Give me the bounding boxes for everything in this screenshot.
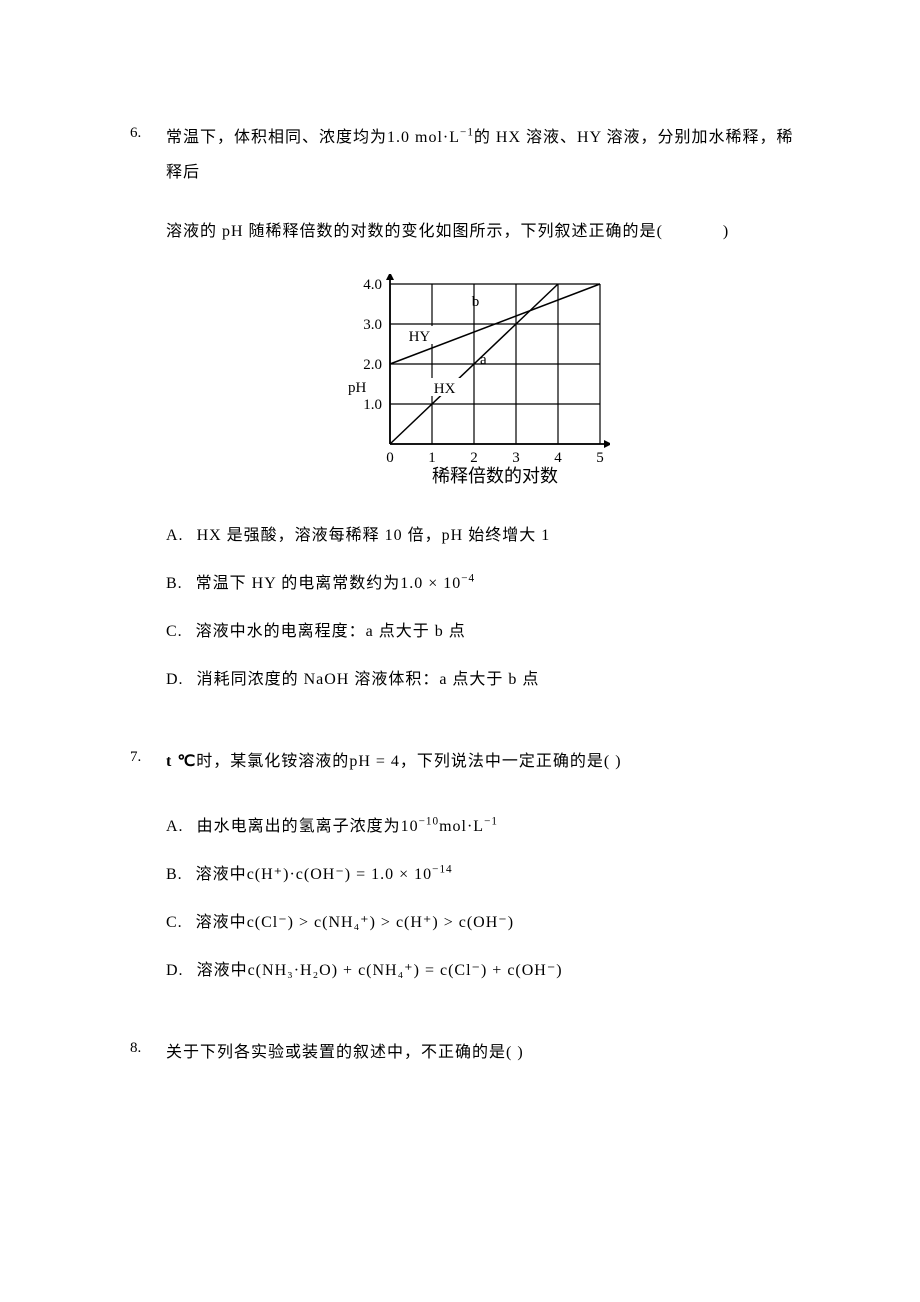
svg-text:a: a bbox=[480, 352, 487, 368]
q8-text: 关于下列各实验或装置的叙述中，不正确的是( ) bbox=[166, 1035, 810, 1070]
q7-mid: 时，某氯化铵溶液的 bbox=[196, 753, 349, 770]
q6-option-d: D. 消耗同浓度的 NaOH 溶液体积：a 点大于 b 点 bbox=[166, 656, 810, 704]
q7-options: A. 由水电离出的氢离子浓度为10−10mol·L−1 B. 溶液中c(H⁺)·… bbox=[166, 803, 810, 995]
option-letter: D. bbox=[166, 962, 184, 979]
q6-paren-open: ( bbox=[657, 223, 663, 240]
q7-a-unit: mol·L bbox=[439, 818, 484, 835]
q6-chart: 0 1 2 3 4 5 1.0 2.0 3.0 4.0 pH 稀释倍数的对数 HX HY a b bbox=[130, 274, 810, 492]
option-letter: B. bbox=[166, 575, 183, 592]
svg-text:2: 2 bbox=[470, 450, 478, 466]
q7-post: ，下列说法中一定正确的是 bbox=[400, 753, 604, 770]
q7-b-exp: −14 bbox=[432, 863, 453, 875]
q7-text: t ℃时，某氯化铵溶液的pH = 4，下列说法中一定正确的是( ) bbox=[166, 744, 810, 779]
q7-a-exp: −10 bbox=[419, 815, 440, 827]
q6-opt-b-pre: 常温下 HY 的电离常数约为 bbox=[196, 575, 401, 592]
svg-text:pH: pH bbox=[348, 380, 367, 396]
option-letter: C. bbox=[166, 623, 183, 640]
q6-line1-pre: 常温下，体积相同、浓度均为 bbox=[166, 129, 387, 146]
svg-text:3.0: 3.0 bbox=[363, 317, 382, 333]
svg-text:HY: HY bbox=[409, 329, 431, 345]
q6-conc: 1.0 mol·L bbox=[387, 129, 460, 146]
q6-text-line2: 溶液的 pH 随稀释倍数的对数的变化如图所示，下列叙述正确的是() bbox=[166, 214, 810, 249]
q8-number: 8. bbox=[130, 1037, 148, 1060]
q6-option-b: B. 常温下 HY 的电离常数约为1.0 × 10−4 bbox=[166, 560, 810, 608]
svg-text:HX: HX bbox=[434, 381, 456, 397]
q7-b-pre: 溶液中 bbox=[196, 866, 247, 883]
question-7: 7. t ℃时，某氯化铵溶液的pH = 4，下列说法中一定正确的是( ) A. … bbox=[130, 744, 810, 995]
q8-header: 8. 关于下列各实验或装置的叙述中，不正确的是( ) bbox=[130, 1035, 810, 1070]
option-letter: A. bbox=[166, 818, 184, 835]
q7-c-formula: c(Cl⁻) > c(NH₄⁺) > c(H⁺) > c(OH⁻) bbox=[247, 914, 514, 931]
q7-a-val: 10 bbox=[401, 818, 419, 835]
q7-option-b: B. 溶液中c(H⁺)·c(OH⁻) = 1.0 × 10−14 bbox=[166, 851, 810, 899]
q7-d-pre: 溶液中 bbox=[197, 962, 248, 979]
q7-d-formula: c(NH₃·H₂O) + c(NH₄⁺) = c(Cl⁻) + c(OH⁻) bbox=[248, 962, 563, 979]
svg-text:4: 4 bbox=[554, 450, 562, 466]
q8-text-body: 关于下列各实验或装置的叙述中，不正确的是 bbox=[166, 1044, 506, 1061]
option-letter: B. bbox=[166, 866, 183, 883]
q7-option-a: A. 由水电离出的氢离子浓度为10−10mol·L−1 bbox=[166, 803, 810, 851]
q7-option-d: D. 溶液中c(NH₃·H₂O) + c(NH₄⁺) = c(Cl⁻) + c(… bbox=[166, 947, 810, 995]
q6-opt-d-text: 消耗同浓度的 NaOH 溶液体积：a 点大于 b 点 bbox=[197, 671, 540, 688]
q8-paren: ( ) bbox=[506, 1044, 524, 1061]
q6-number: 6. bbox=[130, 122, 148, 145]
q6-header: 6. 常温下，体积相同、浓度均为1.0 mol·L−1的 HX 溶液、HY 溶液… bbox=[130, 120, 810, 190]
q7-header: 7. t ℃时，某氯化铵溶液的pH = 4，下列说法中一定正确的是( ) bbox=[130, 744, 810, 779]
q7-option-c: C. 溶液中c(Cl⁻) > c(NH₄⁺) > c(H⁺) > c(OH⁻) bbox=[166, 899, 810, 947]
svg-text:3: 3 bbox=[512, 450, 520, 466]
q7-a-unit-exp: −1 bbox=[484, 815, 498, 827]
option-letter: D. bbox=[166, 671, 184, 688]
q7-a-pre: 由水电离出的氢离子浓度为 bbox=[197, 818, 401, 835]
q6-option-c: C. 溶液中水的电离程度：a 点大于 b 点 bbox=[166, 608, 810, 656]
svg-text:0: 0 bbox=[386, 450, 394, 466]
q6-opt-b-val: 1.0 × 10 bbox=[400, 575, 461, 592]
svg-text:1: 1 bbox=[428, 450, 436, 466]
q6-opt-b-exp: −4 bbox=[461, 572, 475, 584]
svg-text:b: b bbox=[472, 294, 480, 310]
q7-b-formula: c(H⁺)·c(OH⁻) = 1.0 × 10 bbox=[247, 866, 432, 883]
svg-text:5: 5 bbox=[596, 450, 604, 466]
svg-text:2.0: 2.0 bbox=[363, 357, 382, 373]
q6-option-a: A. HX 是强酸，溶液每稀释 10 倍，pH 始终增大 1 bbox=[166, 512, 810, 560]
question-6: 6. 常温下，体积相同、浓度均为1.0 mol·L−1的 HX 溶液、HY 溶液… bbox=[130, 120, 810, 704]
q7-temp: t ℃ bbox=[166, 753, 196, 770]
svg-text:稀释倍数的对数: 稀释倍数的对数 bbox=[432, 466, 558, 484]
svg-text:1.0: 1.0 bbox=[363, 397, 382, 413]
q7-ph: pH = 4 bbox=[349, 753, 400, 770]
svg-text:4.0: 4.0 bbox=[363, 277, 382, 293]
q6-exp: −1 bbox=[460, 127, 474, 139]
q6-opt-a-text: HX 是强酸，溶液每稀释 10 倍，pH 始终增大 1 bbox=[197, 527, 551, 544]
question-8: 8. 关于下列各实验或装置的叙述中，不正确的是( ) bbox=[130, 1035, 810, 1070]
q6-opt-c-text: 溶液中水的电离程度：a 点大于 b 点 bbox=[196, 623, 466, 640]
q6-line2-text: 溶液的 pH 随稀释倍数的对数的变化如图所示，下列叙述正确的是 bbox=[166, 223, 657, 240]
q6-options: A. HX 是强酸，溶液每稀释 10 倍，pH 始终增大 1 B. 常温下 HY… bbox=[166, 512, 810, 704]
chart-svg: 0 1 2 3 4 5 1.0 2.0 3.0 4.0 pH 稀释倍数的对数 HX HY a b bbox=[330, 274, 610, 484]
option-letter: A. bbox=[166, 527, 184, 544]
q6-text-line1: 常温下，体积相同、浓度均为1.0 mol·L−1的 HX 溶液、HY 溶液，分别… bbox=[166, 120, 810, 190]
q6-paren-close: ) bbox=[723, 223, 729, 240]
q7-paren: ( ) bbox=[604, 753, 622, 770]
option-letter: C. bbox=[166, 914, 183, 931]
q7-c-pre: 溶液中 bbox=[196, 914, 247, 931]
q7-number: 7. bbox=[130, 746, 148, 769]
